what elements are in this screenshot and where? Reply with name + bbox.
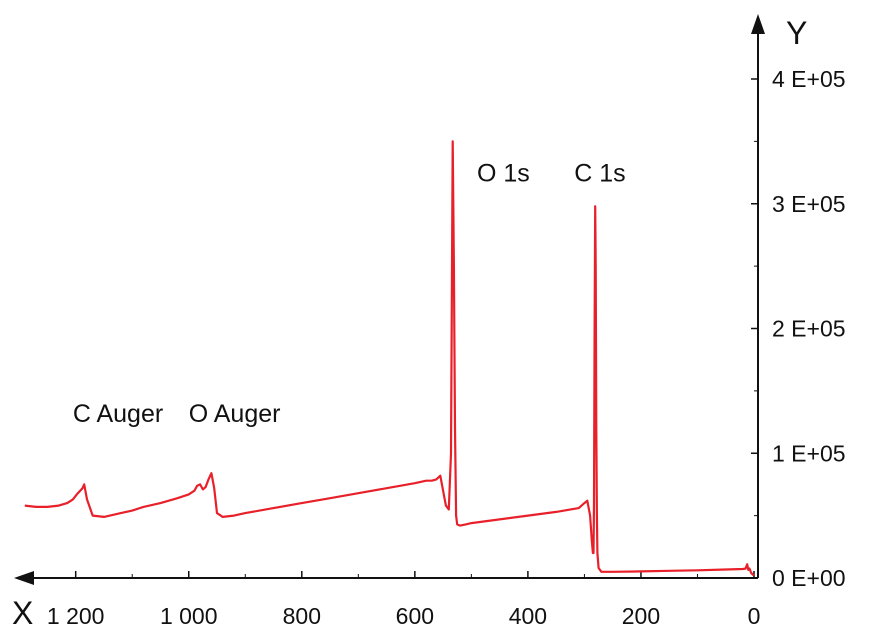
peak-label: O 1s [477,159,530,187]
y-tick-label: 4 E+05 [772,66,846,92]
peak-label: O Auger [189,400,281,428]
spectrum-line [24,140,755,577]
y-axis-label: Y [786,15,807,51]
x-tick-label: 600 [396,603,434,629]
x-tick-label: 400 [509,603,547,629]
x-axis-arrowhead [14,571,34,585]
series-layer [24,140,755,577]
peak-label: C 1s [574,159,625,187]
axis-ticks: 1 200 1 000 800 600 400 200 0 0 E+00 1 E+05 2 E+0… [47,66,846,629]
x-tick-label: 200 [622,603,660,629]
x-axis-label: X [12,595,33,630]
x-tick-label: 1 000 [160,603,218,629]
peak-annotations: C Auger O Auger O 1s C 1s [73,159,626,428]
x-tick-label: 800 [283,603,321,629]
y-tick-label: 0 E+00 [772,565,846,591]
peak-label: C Auger [73,400,163,428]
x-tick-label: 1 200 [47,603,105,629]
axes: X Y [12,14,807,630]
y-axis-arrowhead [751,14,765,34]
x-tick-label: 0 [748,603,761,629]
y-tick-label: 1 E+05 [772,440,846,466]
y-tick-label: 2 E+05 [772,316,846,342]
y-tick-label: 3 E+05 [772,191,846,217]
